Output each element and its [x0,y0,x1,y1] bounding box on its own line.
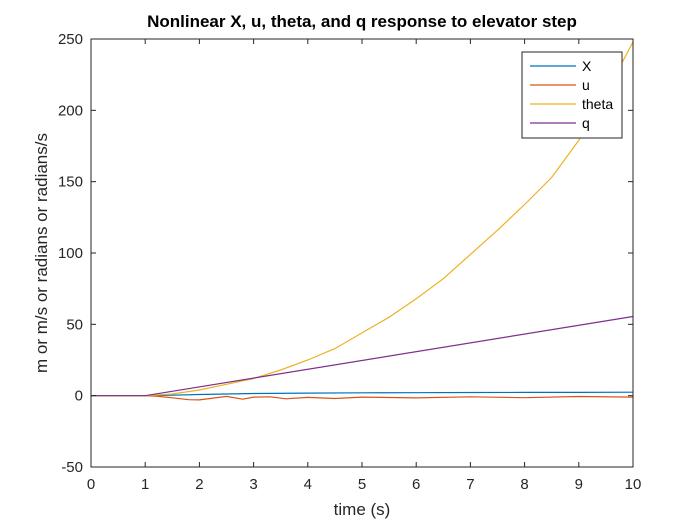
legend-label-theta: theta [582,96,613,112]
plot-frame [90,38,634,468]
series-line-x [91,391,634,397]
y-tick-label: 0 [75,388,83,405]
x-tick-label: 6 [412,476,420,493]
series-line-q [91,315,634,397]
y-tick-label: 250 [58,31,83,48]
x-tick-label: 7 [466,476,474,493]
y-tick-label: 150 [58,174,83,191]
chart-title: Nonlinear X, u, theta, and q response to… [147,12,577,31]
x-tick-label: 9 [575,476,583,493]
y-axis-ticks: -50 0 50 100 150 200 250 [58,31,633,476]
legend-box [521,51,623,139]
y-tick-label: 50 [66,316,83,333]
y-tick-label: 200 [58,102,83,119]
series-layer [91,41,634,401]
x-tick-label: 10 [625,476,642,493]
x-tick-label: 8 [520,476,528,493]
legend-label-u: u [582,77,590,93]
series-line-u [91,395,634,401]
x-tick-label: 4 [304,476,312,493]
y-axis-label: m or m/s or radians or radians/s [32,133,51,373]
x-tick-label: 3 [249,476,257,493]
y-tick-label: -50 [61,459,83,476]
legend-label-x: X [582,58,592,74]
x-tick-label: 1 [141,476,149,493]
legend: Xu theta q [521,51,623,139]
legend-label-q: q [582,115,590,131]
x-tick-label: 5 [358,476,366,493]
x-axis-label: time (s) [334,500,391,519]
series-line-theta [91,41,634,397]
x-axis-ticks: 0 1 2 3 4 5 6 7 8 9 10 [87,39,642,493]
x-tick-label: 0 [87,476,95,493]
x-tick-label: 2 [195,476,203,493]
y-tick-label: 100 [58,245,83,262]
